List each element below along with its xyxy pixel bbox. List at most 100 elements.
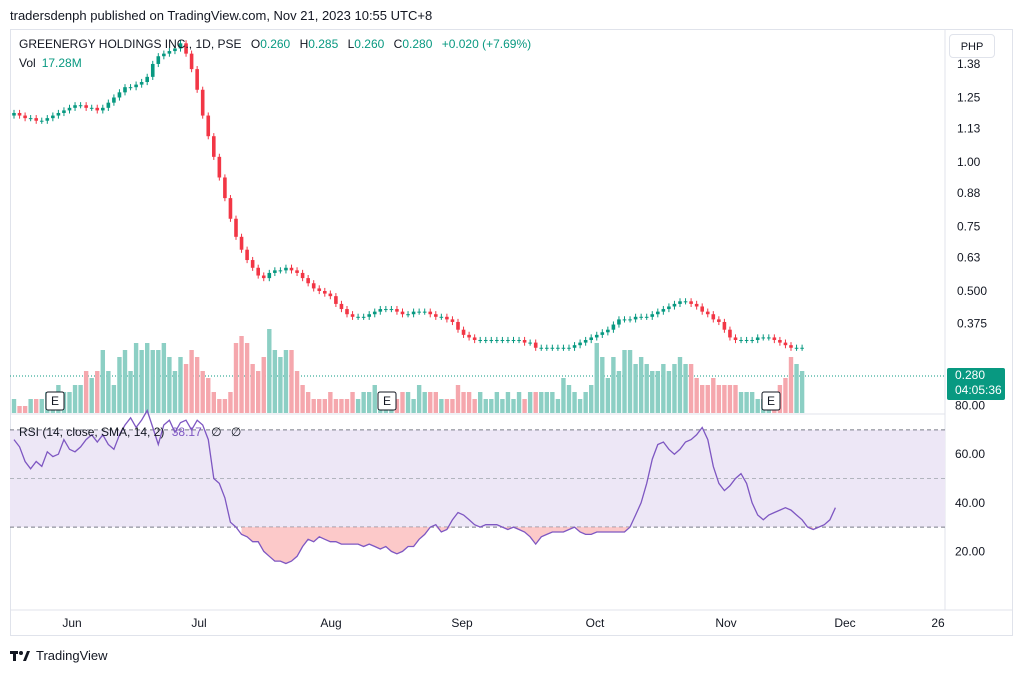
volume-bar: [328, 392, 333, 413]
volume-bar: [172, 371, 178, 413]
volume-bar: [788, 357, 794, 413]
volume-bar: [405, 392, 411, 413]
footer-brand[interactable]: TradingView: [36, 648, 108, 663]
time-axis: Jun Jul Aug Sep Oct Nov Dec 26: [62, 616, 945, 630]
chart-frame: [10, 29, 1013, 636]
volume-bar: [194, 357, 200, 413]
tradingview-logo-icon: [10, 650, 30, 661]
candle-body: [372, 311, 377, 315]
time-tick: Jul: [191, 616, 206, 630]
volume-bar: [650, 371, 655, 413]
candle-body: [34, 118, 38, 121]
candles: [12, 40, 804, 351]
candle-body: [12, 112, 16, 116]
candle-body: [56, 112, 61, 116]
volume-bar: [433, 392, 438, 413]
price-tick: 0.375: [957, 316, 987, 330]
candle-body: [73, 105, 77, 108]
volume-bar: [11, 399, 17, 413]
last-price-label: 0.280 04:05:36: [947, 368, 1005, 400]
rsi-pane: [10, 408, 945, 565]
candle-body: [733, 337, 738, 341]
candle-body: [389, 309, 394, 311]
candle-body: [772, 337, 777, 341]
candle-body: [195, 69, 199, 90]
candle-body: [123, 87, 127, 93]
candle-body: [139, 82, 144, 85]
candle-body: [39, 120, 44, 122]
candle-body: [656, 311, 660, 315]
volume-bar: [411, 399, 416, 413]
candle-body: [528, 342, 532, 344]
volume-bar: [472, 399, 477, 413]
volume-bar: [450, 399, 455, 413]
volume-bar: [233, 343, 239, 413]
candle-body: [289, 267, 294, 271]
price-axis: 1.38 1.25 1.13 1.00 0.88 0.75 0.63 0.500 0.375: [957, 57, 987, 330]
candle-body: [384, 309, 388, 311]
volume-bar: [239, 336, 244, 413]
candle-body: [45, 118, 50, 121]
candle-body: [667, 306, 671, 310]
candle-body: [328, 293, 333, 297]
volume-bar: [527, 392, 533, 413]
candle-body: [145, 76, 149, 83]
volume-bar: [106, 371, 111, 413]
volume-bar: [672, 364, 677, 413]
candle-body: [317, 288, 322, 291]
candle-body: [567, 347, 571, 349]
rsi-tick: 40.00: [955, 496, 985, 510]
publish-info: tradersdenph published on TradingView.co…: [10, 8, 433, 23]
last-price: 0.280: [955, 368, 986, 382]
volume-bar: [28, 399, 33, 413]
low-value: 0.260: [354, 37, 385, 51]
candle-body: [250, 260, 255, 268]
candle-body: [617, 319, 621, 325]
candle-body: [717, 319, 721, 322]
volume-bar: [794, 364, 799, 413]
candle-body: [478, 340, 482, 342]
currency-button[interactable]: PHP: [949, 34, 995, 58]
time-tick: Dec: [834, 616, 855, 630]
candle-body: [245, 249, 249, 261]
volume-bar: [489, 399, 494, 413]
candle-body: [234, 218, 238, 237]
change-value: +0.020 (+7.69%): [441, 37, 532, 51]
candle-body: [273, 270, 277, 273]
volume-bar: [644, 364, 649, 413]
volume-bar: [505, 392, 511, 413]
candle-body: [306, 278, 310, 284]
volume-bar: [289, 350, 294, 413]
volume-bar: [261, 357, 266, 413]
volume-bar: [78, 385, 83, 413]
candle-body: [578, 342, 582, 346]
candle-body: [683, 301, 688, 303]
candle-body: [445, 316, 449, 320]
candle-body: [789, 345, 793, 348]
volume-bar: [661, 364, 666, 413]
candle-body: [550, 347, 555, 349]
volume-bar: [522, 399, 527, 413]
volume-bar: [727, 385, 733, 413]
volume-bar: [711, 378, 716, 413]
volume-bar: [666, 371, 672, 413]
volume-bar: [100, 350, 105, 413]
candle-body: [156, 56, 161, 64]
candle-body: [106, 102, 111, 108]
volume-bar: [416, 385, 422, 413]
price-tick: 0.63: [957, 250, 981, 264]
candle-body: [395, 309, 399, 312]
candle-body: [661, 309, 666, 312]
volume-bar: [683, 364, 688, 413]
candle-body: [728, 329, 732, 338]
open-value: 0.260: [260, 37, 291, 51]
candle-body: [628, 319, 632, 321]
rsi-oversold-fill: [241, 527, 814, 564]
candle-body: [267, 272, 272, 279]
candle-body: [522, 340, 527, 343]
candle-body: [500, 340, 505, 342]
volume-bar: [555, 399, 561, 413]
volume-bar: [705, 385, 710, 413]
volume-bar: [339, 399, 344, 413]
